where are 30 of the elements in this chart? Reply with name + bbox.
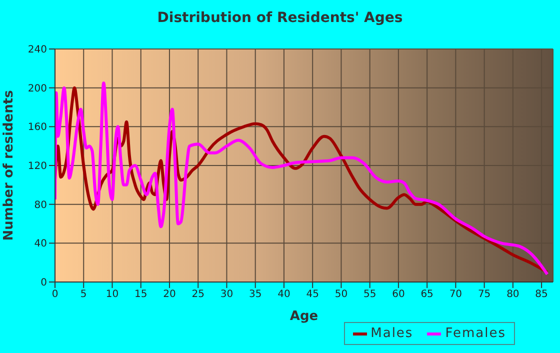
y-tick-label: 40 [34, 238, 47, 250]
x-tick-label: 70 [449, 289, 462, 300]
x-tick-label: 60 [392, 289, 405, 300]
x-tick-label: 20 [163, 289, 176, 300]
y-tick-label: 0 [40, 278, 47, 289]
x-tick-label: 25 [192, 289, 204, 300]
x-tick-label: 10 [106, 289, 119, 300]
x-tick-label: 35 [248, 289, 262, 300]
y-tick-label: 200 [28, 83, 47, 94]
y-tick-label: 80 [34, 200, 47, 211]
y-axis-title: Number of residents [2, 90, 17, 241]
x-tick-label: 0 [52, 289, 58, 300]
x-axis-title: Age [290, 309, 318, 324]
x-tick-label: 65 [420, 289, 434, 300]
legend-label: Males [370, 326, 414, 341]
x-tick-label: 85 [535, 289, 548, 300]
y-tick-label: 120 [28, 161, 47, 172]
x-tick-label: 45 [306, 289, 319, 300]
x-tick-label: 5 [80, 289, 87, 300]
x-tick-label: 75 [478, 289, 491, 300]
x-tick-label: 80 [506, 289, 520, 300]
x-tick-label: 50 [334, 289, 348, 300]
x-tick-label: 55 [363, 289, 376, 300]
y-tick-label: 240 [28, 44, 47, 56]
x-tick-label: 40 [278, 289, 290, 300]
chart-title: Distribution of Residents' Ages [156, 10, 404, 26]
x-tick-label: 30 [220, 289, 234, 300]
x-tick-label: 15 [134, 289, 148, 300]
legend-label: Females [444, 326, 506, 341]
y-tick-label: 160 [28, 122, 47, 134]
